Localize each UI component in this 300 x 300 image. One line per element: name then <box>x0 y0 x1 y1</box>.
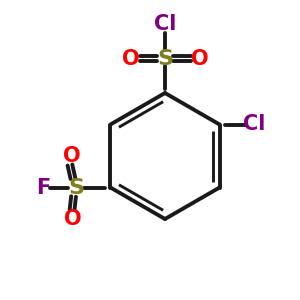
Text: S: S <box>68 178 84 197</box>
Text: O: O <box>191 49 208 68</box>
Text: F: F <box>36 178 50 197</box>
Text: Cl: Cl <box>154 14 176 34</box>
Text: Cl: Cl <box>243 115 265 134</box>
Text: S: S <box>157 49 173 68</box>
Text: O: O <box>64 209 82 229</box>
Text: O: O <box>63 146 80 166</box>
Text: O: O <box>122 49 139 68</box>
